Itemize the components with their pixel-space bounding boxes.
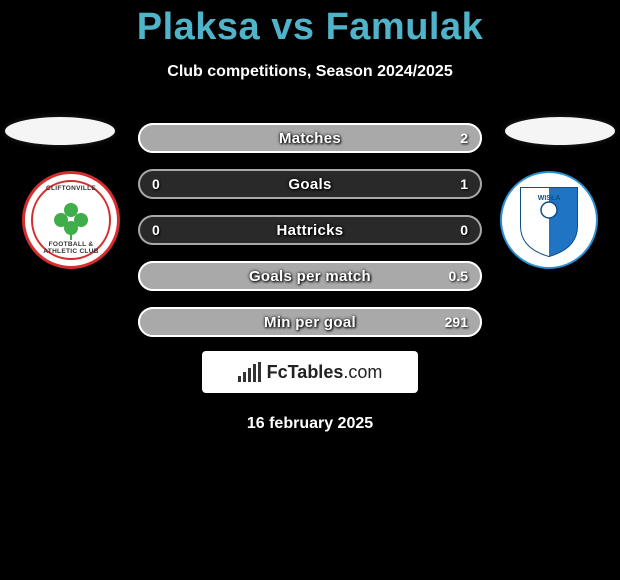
left-badge-text-bottom: FOOTBALL & ATHLETIC CLUB [33, 241, 109, 255]
page-title: Plaksa vs Famulak [0, 0, 620, 49]
footer-date: 16 february 2025 [0, 415, 620, 433]
stat-row: Matches 2 [138, 123, 482, 153]
stat-row: Goals per match 0.5 [138, 261, 482, 291]
stat-row: Goals 0 1 [138, 169, 482, 199]
stat-value-right: 291 [445, 314, 468, 330]
stat-row: Min per goal 291 [138, 307, 482, 337]
right-club-badge: WISŁA [500, 171, 598, 269]
right-flag-icon [505, 117, 615, 145]
stat-row: Hattricks 0 0 [138, 215, 482, 245]
brand-name: FcTables [267, 362, 344, 382]
stat-value-right: 2 [460, 130, 468, 146]
stat-value-right: 1 [460, 176, 468, 192]
bars-icon [238, 362, 261, 382]
stat-value-right: 0 [460, 222, 468, 238]
stat-value-left: 0 [152, 222, 160, 238]
left-flag-icon [5, 117, 115, 145]
stat-label: Hattricks [277, 222, 344, 239]
left-badge-text-top: CLIFTONVILLE [33, 185, 109, 192]
stat-rows: Matches 2 Goals 0 1 Hattricks 0 0 Goals per matc… [138, 123, 482, 353]
page-subtitle: Club competitions, Season 2024/2025 [0, 63, 620, 81]
left-club-badge: CLIFTONVILLE FOOTBALL & ATHLETIC CLUB [22, 171, 120, 269]
stat-label: Goals per match [249, 268, 371, 285]
clover-icon [54, 203, 88, 237]
stat-label: Matches [279, 130, 341, 147]
comparison-area: CLIFTONVILLE FOOTBALL & ATHLETIC CLUB WI… [0, 123, 620, 343]
stat-label: Goals [288, 176, 331, 193]
stat-value-left: 0 [152, 176, 160, 192]
svg-text:WISŁA: WISŁA [538, 195, 561, 202]
brand-domain: .com [343, 362, 382, 382]
stat-label: Min per goal [264, 314, 356, 331]
shield-icon: WISŁA [517, 182, 581, 258]
fctables-logo: FcTables.com [202, 351, 418, 393]
stat-value-right: 0.5 [449, 268, 468, 284]
